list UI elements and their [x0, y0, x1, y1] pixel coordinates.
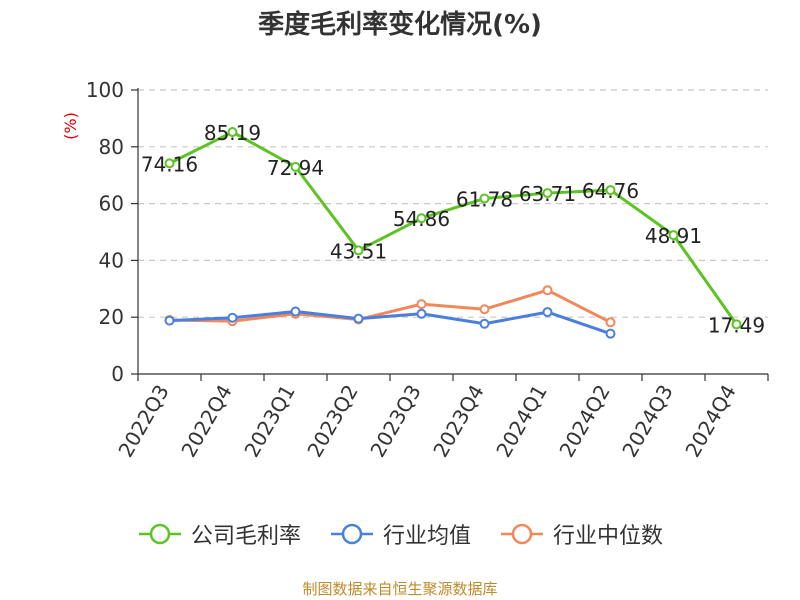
data-point[interactable]	[290, 161, 301, 172]
data-point[interactable]	[542, 188, 553, 199]
legend-marker-orange	[501, 523, 543, 545]
data-label: 74.16	[141, 152, 198, 176]
data-point[interactable]	[164, 315, 175, 326]
data-point[interactable]	[605, 317, 616, 328]
legend-item-industry-median[interactable]: 行业中位数	[499, 518, 663, 550]
data-point[interactable]	[416, 213, 427, 224]
data-label: 63.71	[519, 182, 576, 206]
data-point[interactable]	[668, 230, 679, 241]
legend-label: 行业均值	[382, 524, 471, 549]
x-tick-label: 2023Q2	[302, 381, 362, 462]
x-tick-label: 2024Q1	[491, 381, 551, 462]
series-line	[168, 130, 738, 326]
data-point[interactable]	[605, 328, 616, 339]
legend-item-company-margin[interactable]: 公司毛利率	[137, 518, 301, 550]
x-tick-label: 2023Q4	[428, 381, 488, 462]
x-tick-label: 2022Q4	[176, 381, 236, 462]
y-tick-label: 100	[86, 78, 124, 102]
data-point[interactable]	[353, 245, 364, 256]
data-point[interactable]	[353, 313, 364, 324]
x-tick-label: 2024Q4	[680, 381, 740, 462]
series-line	[169, 288, 612, 324]
data-point[interactable]	[542, 285, 553, 296]
y-tick-label: 40	[99, 248, 124, 272]
data-label: 72.94	[267, 156, 324, 180]
data-point[interactable]	[227, 312, 238, 323]
y-tick-label: 20	[99, 305, 124, 329]
y-tick-label: 80	[99, 135, 124, 159]
data-label: 54.86	[393, 207, 450, 231]
legend-label: 公司毛利率	[190, 524, 301, 549]
data-point[interactable]	[290, 306, 301, 317]
data-point[interactable]	[605, 185, 616, 196]
x-tick-label: 2023Q3	[365, 381, 425, 462]
data-point[interactable]	[479, 193, 490, 204]
data-point[interactable]	[416, 299, 427, 310]
data-label: 43.51	[330, 239, 387, 263]
series	[164, 127, 742, 339]
series-line	[169, 310, 611, 336]
legend-marker-green	[138, 523, 181, 545]
data-label: 64.76	[582, 179, 639, 203]
data-point[interactable]	[479, 318, 490, 329]
legend-item-industry-mean[interactable]: 行业均值	[329, 518, 471, 550]
x-tick-label: 2022Q3	[113, 381, 173, 462]
y-tick-label: 0	[111, 362, 124, 386]
x-tick-label: 2024Q2	[554, 381, 614, 462]
legend-marker-blue	[330, 523, 373, 545]
data-point[interactable]	[731, 319, 742, 330]
x-tick-label: 2023Q1	[239, 381, 299, 462]
data-point[interactable]	[542, 307, 553, 318]
data-point[interactable]	[227, 127, 238, 138]
y-tick-label: 60	[99, 192, 124, 216]
legend: 公司毛利率 行业均值 行业中位数	[0, 518, 800, 550]
legend-label: 行业中位数	[553, 524, 664, 549]
data-point[interactable]	[479, 304, 490, 315]
data-label: 17.49	[708, 313, 765, 337]
data-label: 61.78	[456, 188, 513, 212]
data-label: 85.19	[204, 121, 261, 145]
data-source-note: 制图数据来自恒生聚源数据库	[302, 580, 498, 598]
data-label: 48.91	[645, 224, 702, 248]
x-tick-label: 2024Q3	[617, 381, 677, 462]
y-axis-unit-label: (%)	[61, 112, 80, 140]
data-point[interactable]	[416, 308, 427, 319]
chart-title: 季度毛利率变化情况(%)	[258, 10, 542, 40]
data-point[interactable]	[164, 158, 175, 169]
